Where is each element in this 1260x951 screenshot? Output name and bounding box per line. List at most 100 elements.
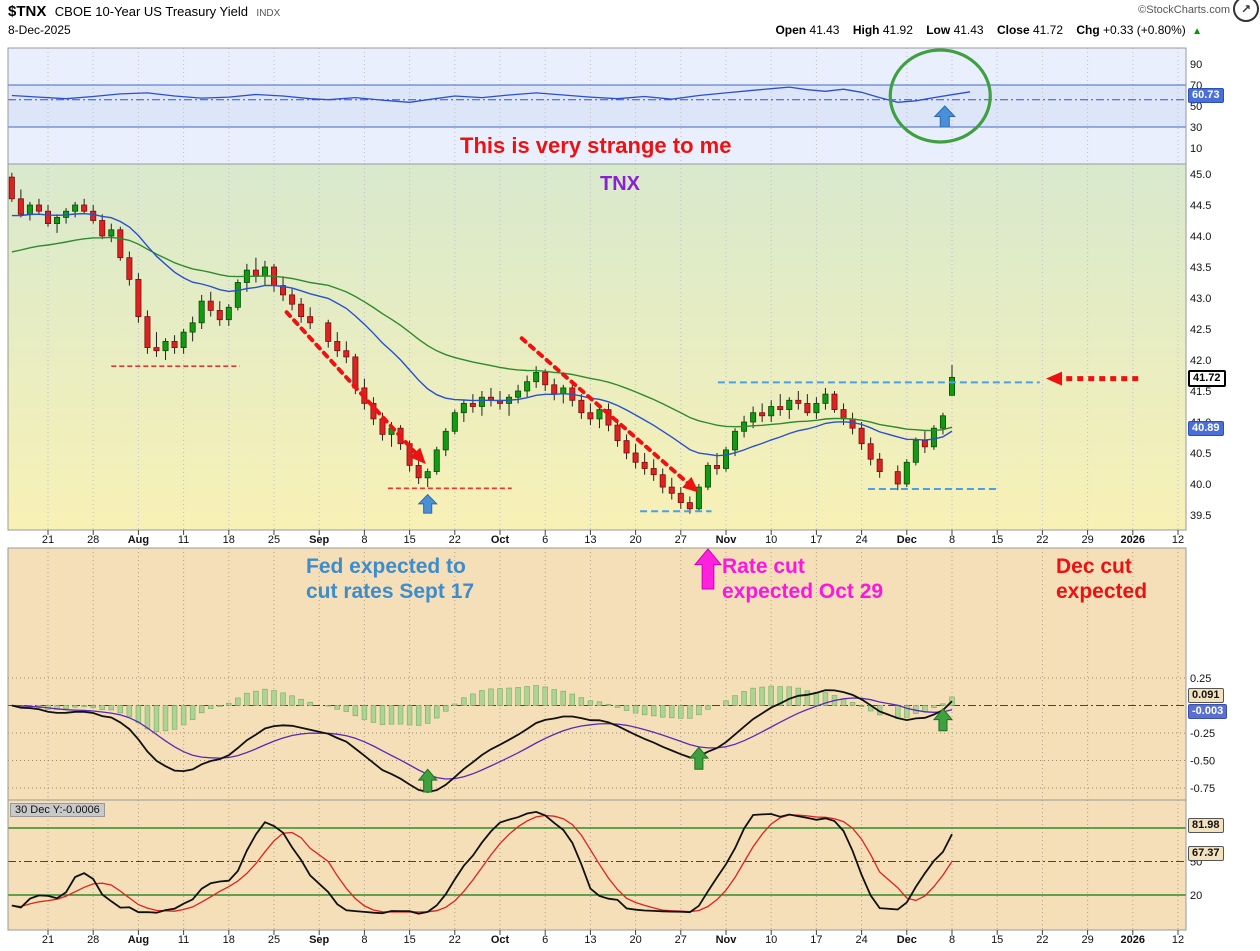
- close-label: Close: [996, 23, 1030, 37]
- svg-text:27: 27: [675, 534, 687, 546]
- low-value: 41.43: [953, 23, 984, 37]
- panel-backgrounds: [8, 48, 1186, 930]
- macd-signal-value-box: -0.003: [1188, 704, 1228, 719]
- svg-text:20: 20: [1190, 890, 1202, 902]
- panel-borders: [7, 47, 1187, 931]
- svg-text:24: 24: [855, 534, 867, 546]
- svg-text:11: 11: [178, 934, 189, 946]
- svg-text:Nov: Nov: [716, 534, 738, 546]
- svg-text:13: 13: [584, 934, 596, 946]
- annotation-rate-line2: expected Oct 29: [722, 580, 884, 604]
- svg-text:27: 27: [675, 934, 687, 946]
- svg-text:42.0: 42.0: [1190, 355, 1211, 367]
- svg-text:17: 17: [810, 934, 822, 946]
- crosshair-readout: 30 Dec Y:-0.0006: [10, 803, 105, 817]
- svg-text:44.5: 44.5: [1190, 200, 1211, 212]
- svg-text:18: 18: [223, 534, 235, 546]
- symbol: $TNX: [8, 3, 47, 20]
- svg-text:8: 8: [361, 934, 367, 946]
- band-annotations: [693, 548, 723, 590]
- stoch-k-value-box: 81.98: [1188, 818, 1224, 833]
- svg-text:29: 29: [1081, 934, 1093, 946]
- svg-text:Nov: Nov: [716, 934, 738, 946]
- svg-text:-0.50: -0.50: [1190, 756, 1215, 768]
- chart-date: 8-Dec-2025: [8, 23, 71, 37]
- svg-text:18: 18: [223, 934, 235, 946]
- svg-text:11: 11: [178, 534, 189, 546]
- svg-text:15: 15: [403, 934, 415, 946]
- svg-text:39.5: 39.5: [1190, 510, 1211, 522]
- exchange-label: INDX: [256, 8, 281, 19]
- svg-text:Sep: Sep: [309, 934, 329, 946]
- annotation-dec-line1: Dec cut: [1056, 555, 1132, 578]
- chg-label: Chg: [1076, 23, 1100, 37]
- svg-text:21: 21: [42, 534, 54, 546]
- open-value: 41.43: [809, 23, 840, 37]
- svg-text:90: 90: [1190, 59, 1202, 71]
- svg-text:Dec: Dec: [897, 534, 917, 546]
- svg-text:8: 8: [949, 534, 955, 546]
- svg-text:10: 10: [1190, 143, 1202, 155]
- stockcharts-credit: ©StockCharts.com: [1138, 4, 1230, 16]
- price-panel: [8, 172, 1139, 514]
- svg-text:44.0: 44.0: [1190, 231, 1211, 243]
- svg-text:43.5: 43.5: [1190, 262, 1211, 274]
- annotation-fed-text: Fed expected to cut rates Sept 17: [306, 554, 474, 604]
- svg-text:10: 10: [765, 534, 777, 546]
- y-axis-labels: 907050301045.044.544.043.543.042.542.041…: [1190, 59, 1215, 902]
- annotation-fed-line2: cut rates Sept 17: [306, 580, 475, 604]
- svg-text:10: 10: [765, 934, 777, 946]
- ohlc-quote: Open 41.43 High 41.92 Low 41.43 Close 41…: [765, 23, 1202, 37]
- svg-text:2026: 2026: [1121, 534, 1145, 546]
- annotation-rate-cut-text: Rate cut expected Oct 29: [722, 554, 883, 604]
- annotation-strange-text: This is very strange to me: [460, 133, 732, 158]
- svg-text:Sep: Sep: [309, 534, 329, 546]
- chart-link-icon[interactable]: ↗: [1233, 0, 1259, 22]
- svg-text:Oct: Oct: [491, 934, 510, 946]
- close-value-box: 41.72: [1188, 370, 1226, 387]
- svg-text:17: 17: [810, 534, 822, 546]
- quote-row: 8-Dec-2025 Open 41.43 High 41.92 Low 41.…: [8, 23, 1230, 37]
- x-axis: 21 21 28 28 Aug Aug 11 11 18 18 25 25 Sep Sep 8 8 15 15 22…: [42, 530, 1184, 946]
- svg-text:42.5: 42.5: [1190, 324, 1211, 336]
- svg-text:29: 29: [1081, 534, 1093, 546]
- svg-text:41.5: 41.5: [1190, 386, 1211, 398]
- annotation-dec-line2: expected: [1056, 580, 1148, 604]
- svg-text:15: 15: [991, 534, 1003, 546]
- svg-text:25: 25: [268, 934, 280, 946]
- momentum-value-box: 60.73: [1188, 88, 1224, 103]
- open-label: Open: [775, 23, 807, 37]
- high-value: 41.92: [882, 23, 913, 37]
- svg-text:22: 22: [1036, 934, 1048, 946]
- svg-text:50: 50: [1190, 101, 1202, 113]
- symbol-name: CBOE 10-Year US Treasury Yield: [54, 4, 248, 19]
- svg-text:28: 28: [87, 534, 99, 546]
- svg-text:30: 30: [1190, 122, 1202, 134]
- svg-text:6: 6: [542, 934, 548, 946]
- svg-text:22: 22: [1036, 534, 1048, 546]
- svg-text:40.0: 40.0: [1190, 479, 1211, 491]
- svg-text:24: 24: [855, 934, 867, 946]
- chg-up-arrow-icon: ▲: [1192, 26, 1202, 37]
- svg-text:Aug: Aug: [128, 934, 149, 946]
- svg-text:20: 20: [629, 534, 641, 546]
- annotation-dec-cut-text: Dec cut expected: [1056, 554, 1147, 604]
- svg-text:25: 25: [268, 534, 280, 546]
- svg-text:2026: 2026: [1121, 934, 1145, 946]
- macd-panel: [8, 677, 1186, 793]
- high-label: High: [852, 23, 880, 37]
- close-value: 41.72: [1032, 23, 1063, 37]
- svg-text:-0.75: -0.75: [1190, 783, 1215, 795]
- svg-text:21: 21: [42, 934, 54, 946]
- svg-text:12: 12: [1172, 534, 1184, 546]
- svg-text:13: 13: [584, 534, 596, 546]
- low-label: Low: [926, 23, 951, 37]
- annotation-rate-line1: Rate cut: [722, 555, 805, 578]
- chg-value: +0.33 (+0.80%): [1103, 23, 1186, 37]
- svg-text:43.0: 43.0: [1190, 293, 1211, 305]
- svg-text:Oct: Oct: [491, 534, 510, 546]
- svg-text:15: 15: [991, 934, 1003, 946]
- annotation-fed-line1: Fed expected to: [306, 555, 466, 578]
